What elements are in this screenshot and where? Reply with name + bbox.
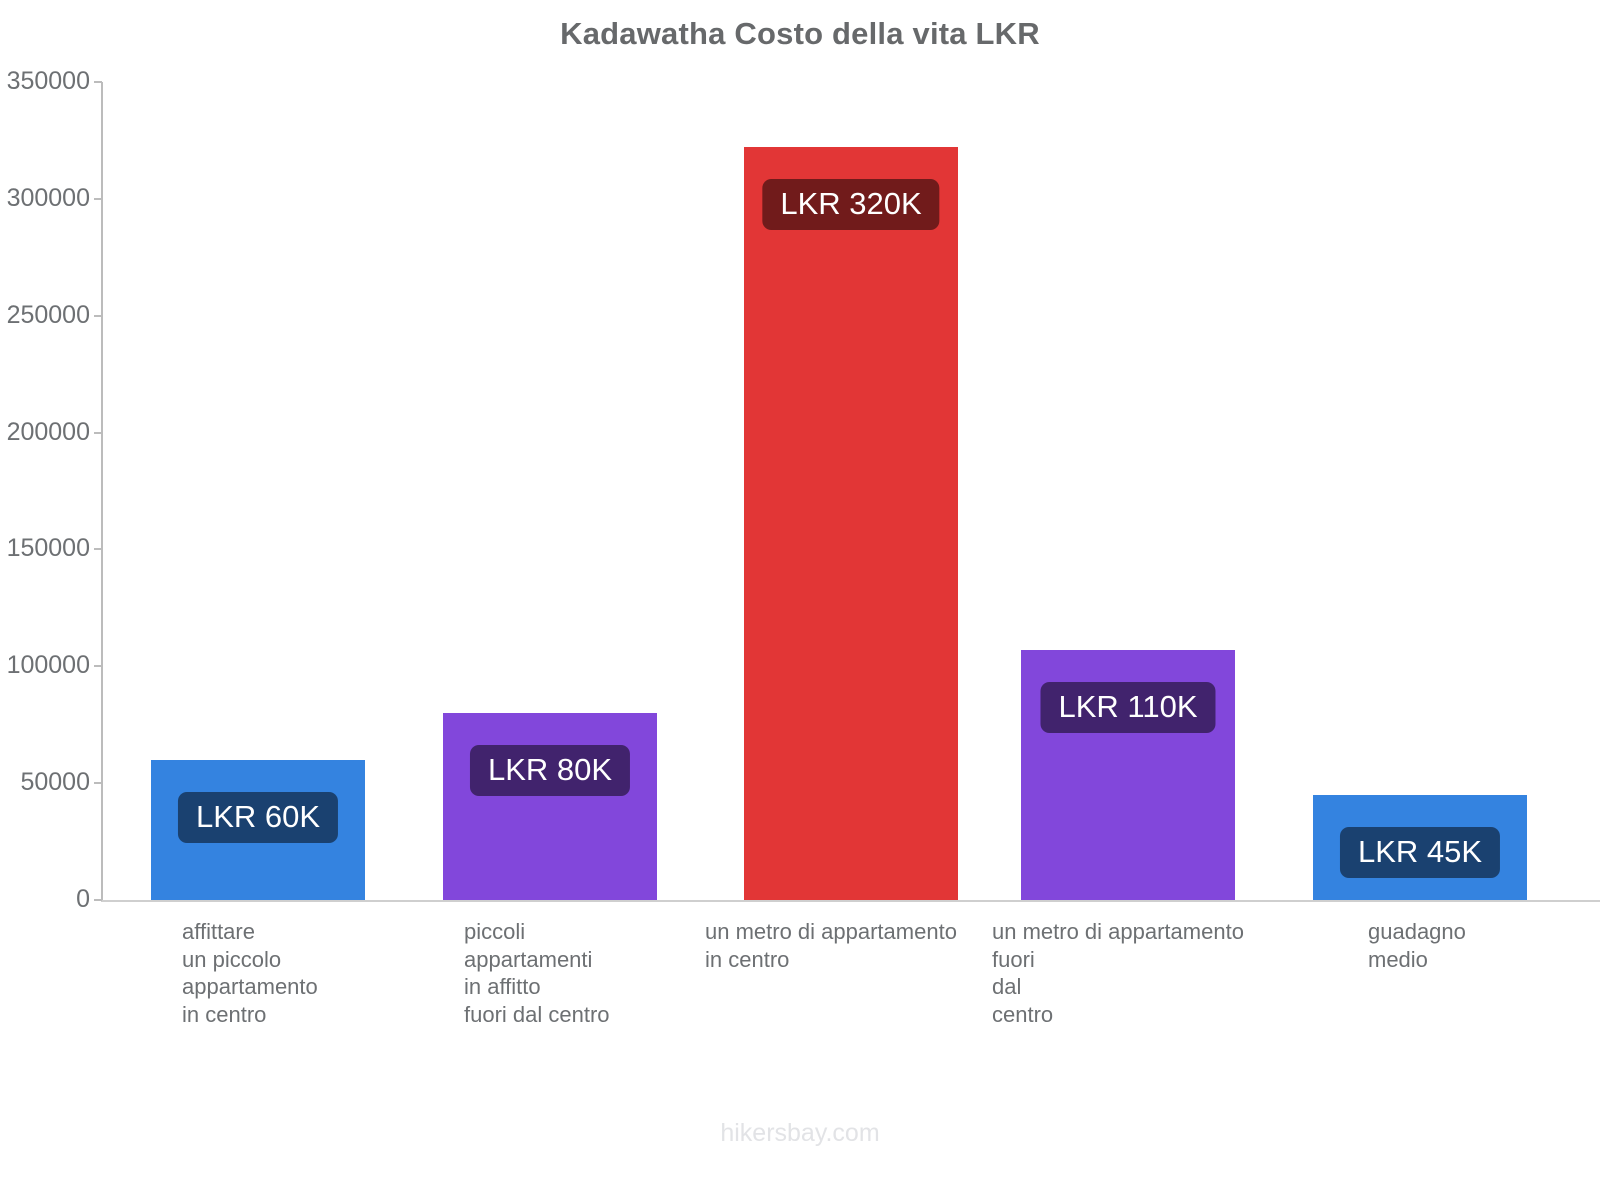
bar-value-label: LKR 45K bbox=[1339, 826, 1501, 878]
x-axis-category-label: affittare un piccolo appartamento in cen… bbox=[182, 919, 318, 1027]
y-axis-tick-label: 300000 bbox=[6, 183, 90, 212]
y-axis-tick-mark bbox=[94, 314, 102, 317]
bar-value-label: LKR 60K bbox=[177, 791, 339, 843]
x-axis-category-label: un metro di appartamento fuori dal centr… bbox=[992, 919, 1244, 1027]
y-axis-tick-label: 250000 bbox=[6, 300, 90, 329]
y-axis-tick-mark bbox=[94, 782, 102, 785]
y-axis-tick-label: 0 bbox=[76, 885, 90, 913]
bar[interactable] bbox=[443, 713, 657, 900]
y-axis-tick-mark bbox=[94, 665, 102, 668]
y-axis-tick-label: 50000 bbox=[20, 768, 90, 797]
y-axis-line bbox=[101, 82, 103, 900]
y-axis-tick-mark bbox=[94, 81, 102, 83]
y-axis-tick-label: 350000 bbox=[6, 67, 90, 95]
y-axis-tick-label: 200000 bbox=[6, 417, 90, 446]
bar-value-label: LKR 320K bbox=[762, 179, 940, 231]
y-axis-tick-mark bbox=[94, 899, 102, 901]
y-axis-tick-mark bbox=[94, 431, 102, 434]
x-axis-baseline bbox=[101, 900, 1600, 902]
y-axis-tick-label: 150000 bbox=[6, 534, 90, 563]
bar[interactable] bbox=[744, 147, 958, 900]
chart-title: Kadawatha Costo della vita LKR bbox=[560, 16, 1040, 51]
y-axis-tick-label: 100000 bbox=[6, 651, 90, 680]
bar-value-label: LKR 80K bbox=[469, 745, 631, 797]
bar-rect bbox=[744, 147, 958, 900]
footer-credit: hikersbay.com bbox=[720, 1119, 880, 1147]
bar-value-label: LKR 110K bbox=[1040, 681, 1216, 733]
bar-rect bbox=[443, 713, 657, 900]
x-axis-category-label: piccoli appartamenti in affitto fuori da… bbox=[464, 919, 610, 1027]
x-axis-category-label: un metro di appartamento in centro bbox=[705, 919, 957, 972]
x-axis-category-label: guadagno medio bbox=[1368, 919, 1466, 972]
y-axis-tick-mark bbox=[94, 197, 102, 200]
y-axis-tick-mark bbox=[94, 548, 102, 551]
